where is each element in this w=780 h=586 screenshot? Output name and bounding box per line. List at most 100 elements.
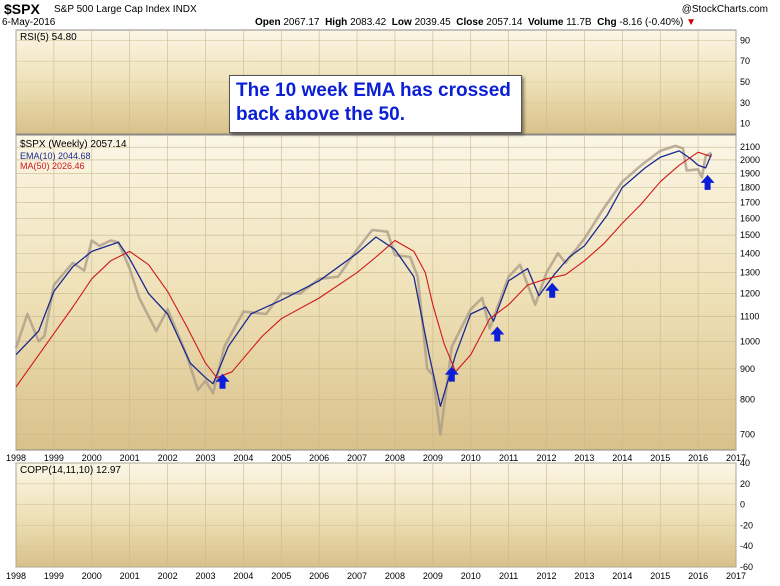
x-tick-label-bottom: 2014 (612, 571, 632, 581)
price-tick-label: 1200 (740, 289, 760, 299)
low-value: 2039.45 (414, 17, 451, 28)
copp-tick-label: 40 (740, 458, 750, 468)
x-tick-label: 2004 (233, 453, 253, 463)
rsi-tick-label: 50 (740, 77, 750, 87)
ohlc-readout: Open 2067.17 High 2083.42 Low 2039.45 Cl… (255, 17, 696, 28)
high-label: High (325, 17, 348, 28)
x-tick-label: 2008 (385, 453, 405, 463)
x-tick-label-bottom: 2000 (82, 571, 102, 581)
x-tick-label: 2014 (612, 453, 632, 463)
chg-down-icon: ▼ (686, 17, 696, 28)
x-tick-label-bottom: 2005 (271, 571, 291, 581)
ema-legend: EMA(10) 2044.68 (20, 151, 91, 161)
x-tick-label: 2005 (271, 453, 291, 463)
x-tick-label-bottom: 1998 (6, 571, 26, 581)
x-tick-label: 2001 (120, 453, 140, 463)
price-tick-label: 1500 (740, 230, 760, 240)
copp-label: COPP(14,11,10) 12.97 (20, 465, 121, 476)
x-tick-label-bottom: 2015 (650, 571, 670, 581)
x-tick-label-bottom: 2016 (688, 571, 708, 581)
x-tick-label-bottom: 2008 (385, 571, 405, 581)
close-value: 2057.14 (486, 17, 523, 28)
symbol-description: S&P 500 Large Cap Index INDX (54, 4, 197, 15)
price-tick-label: 1800 (740, 183, 760, 193)
volume-value: 11.7B (566, 17, 592, 28)
price-tick-label: 1000 (740, 336, 760, 346)
volume-label: Volume (528, 17, 564, 28)
x-tick-label: 2006 (309, 453, 329, 463)
symbol: $SPX (4, 1, 40, 17)
x-tick-label: 2012 (537, 453, 557, 463)
price-tick-label: 1600 (740, 213, 760, 223)
x-tick-label-bottom: 2012 (537, 571, 557, 581)
up-arrow-icon (700, 174, 715, 190)
rsi-tick-label: 70 (740, 56, 750, 66)
ma-legend: MA(50) 2026.46 (20, 161, 85, 171)
x-tick-label-bottom: 2017 (726, 571, 746, 581)
price-tick-label: 800 (740, 395, 755, 405)
copp-tick-label: -20 (740, 520, 753, 530)
x-tick-label: 2013 (574, 453, 594, 463)
x-tick-label: 2016 (688, 453, 708, 463)
x-tick-label-bottom: 2013 (574, 571, 594, 581)
rsi-label: RSI(5) 54.80 (20, 32, 77, 43)
close-label: Close (456, 17, 484, 28)
x-tick-label: 2002 (158, 453, 178, 463)
x-tick-label: 2000 (82, 453, 102, 463)
price-label: $SPX (Weekly) 2057.14 (20, 139, 127, 150)
x-tick-label: 2011 (499, 453, 518, 463)
x-tick-label-bottom: 2011 (499, 571, 518, 581)
price-tick-label: 2000 (740, 155, 760, 165)
x-tick-label: 2009 (423, 453, 443, 463)
x-tick-label: 1999 (44, 453, 64, 463)
price-tick-label: 1400 (740, 248, 760, 258)
rsi-tick-label: 30 (740, 98, 750, 108)
x-tick-label: 2010 (461, 453, 481, 463)
chart-date: 6-May-2016 (2, 17, 56, 28)
brand-logo: @StockCharts.com (681, 4, 768, 15)
price-line (14, 144, 713, 436)
up-arrow-icon (444, 366, 459, 382)
up-arrow-icon (545, 282, 560, 298)
low-label: Low (391, 17, 412, 28)
chg-label: Chg (597, 17, 617, 28)
x-tick-label-bottom: 2002 (158, 571, 178, 581)
price-tick-label: 900 (740, 364, 755, 374)
chg-value: -8.16 (-0.40%) (619, 17, 684, 28)
price-tick-label: 1300 (740, 268, 760, 278)
ma-line (15, 151, 712, 388)
x-tick-label: 2007 (347, 453, 367, 463)
x-tick-label: 2003 (195, 453, 215, 463)
x-tick-label: 1998 (6, 453, 26, 463)
open-value: 2067.17 (283, 17, 320, 28)
price-tick-label: 1100 (740, 311, 759, 321)
x-tick-label-bottom: 2003 (195, 571, 215, 581)
x-tick-label-bottom: 2006 (309, 571, 329, 581)
annotation-callout: The 10 week EMA has crossed back above t… (229, 75, 522, 133)
x-tick-label-bottom: 2004 (233, 571, 253, 581)
rsi-tick-label: 90 (740, 35, 750, 45)
rsi-tick-label: 10 (740, 119, 750, 129)
x-tick-label-bottom: 2010 (461, 571, 481, 581)
x-tick-label-bottom: 2007 (347, 571, 367, 581)
x-tick-label-bottom: 2009 (423, 571, 443, 581)
copp-tick-label: -40 (740, 541, 753, 551)
ema-line (15, 150, 713, 407)
price-tick-label: 1700 (740, 197, 760, 207)
copp-tick-label: 20 (740, 479, 750, 489)
price-tick-label: 2100 (740, 142, 760, 152)
x-tick-label-bottom: 1999 (44, 571, 64, 581)
x-tick-label-bottom: 2001 (120, 571, 140, 581)
up-arrow-icon (490, 326, 505, 342)
copp-tick-label: 0 (740, 500, 745, 510)
price-tick-label: 1900 (740, 168, 760, 178)
price-tick-label: 700 (740, 430, 755, 440)
x-tick-label: 2017 (726, 453, 746, 463)
open-label: Open (255, 17, 281, 28)
copp-panel (15, 462, 737, 568)
x-tick-label: 2015 (650, 453, 670, 463)
copp-tick-label: -60 (740, 562, 753, 572)
up-arrow-icon (215, 373, 230, 389)
